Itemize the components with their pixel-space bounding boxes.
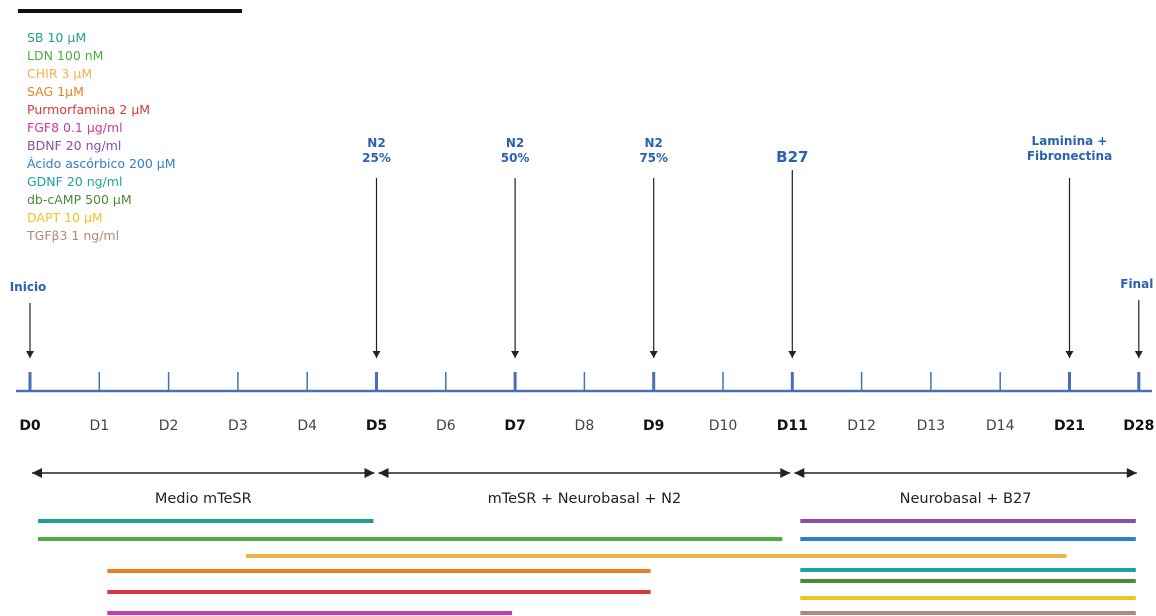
legend: SB 10 µM LDN 100 nM CHIR 3 µM SAG 1µM Purmor… [27,29,176,245]
day-label-d11: D11 [777,418,808,434]
legend-item-sag-1-m: SAG 1µM [27,84,84,99]
legend-item-fgf8-0-1-g-ml: FGF8 0.1 µg/ml [27,120,123,135]
legend-item-tgf-3-1-ng-ml: TGFβ3 1 ng/ml [27,228,120,243]
legend-item-chir-3-m: CHIR 3 µM [27,66,93,81]
legend-item-bdnf-20-ng-ml: BDNF 20 ng/ml [27,138,122,153]
day-label-d5: D5 [366,418,387,434]
legend-item-gdnf-20-ng-ml: GDNF 20 ng/ml [27,174,123,189]
day-label-d13: D13 [917,418,946,434]
day-label-d12: D12 [847,418,876,434]
day-label-d8: D8 [575,418,595,434]
day-label-d1: D1 [89,418,109,434]
legend-item-sb-10-m: SB 10 µM [27,30,87,45]
annotation-d5-line-1: N2 [367,136,385,150]
day-label-d4: D4 [297,418,317,434]
day-label-d14: D14 [986,418,1015,434]
legend-item-dapt-10-m: DAPT 10 µM [27,210,103,225]
annotation-d21-line-1: Laminina + [1032,134,1108,148]
annotation-d0-line-1: Inicio [10,280,47,294]
annotation-d28-line-1: Final [1120,277,1153,291]
top-rule [18,9,242,13]
day-label-d9: D9 [643,418,664,434]
legend-item-acido-ascorbico-200-m: Ácido ascórbico 200 µM [27,156,176,171]
annotation-d21-line-2: Fibronectina [1027,149,1112,163]
annotation-d9-line-2: 75% [639,151,668,165]
annotation-d5-line-2: 25% [362,151,391,165]
phase-label-neurobasal-b27: Neurobasal + B27 [900,491,1032,507]
annotation-d11-line-1: B27 [776,148,808,166]
day-label-d21: D21 [1054,418,1085,434]
annotation-d9-line-1: N2 [644,136,662,150]
annotation-d7-line-1: N2 [506,136,524,150]
phase-label-medio-mtesr: Medio mTeSR [155,491,252,507]
day-label-d6: D6 [436,418,456,434]
day-label-d2: D2 [159,418,179,434]
day-label-d28: D28 [1123,418,1154,434]
day-label-d3: D3 [228,418,248,434]
phase-label-mtesr-neurobasal-n2: mTeSR + Neurobasal + N2 [488,491,682,507]
annotation-d7-line-2: 50% [501,151,530,165]
legend-item-db-camp-500-m: db-cAMP 500 µM [27,192,132,207]
day-label-d10: D10 [709,418,738,434]
day-label-d7: D7 [504,418,525,434]
legend-item-ldn-100-nm: LDN 100 nM [27,48,104,63]
day-label-d0: D0 [19,418,41,434]
legend-item-purmorfamina-2-m: Purmorfamina 2 µM [27,102,151,117]
